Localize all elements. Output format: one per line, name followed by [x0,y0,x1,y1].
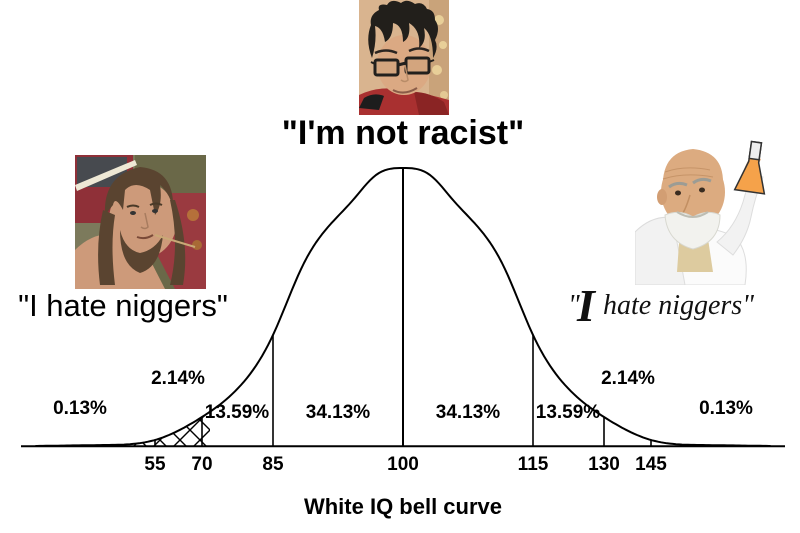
svg-text:34.13%: 34.13% [436,402,501,423]
svg-text:145: 145 [635,454,667,475]
svg-text:55: 55 [144,454,166,475]
svg-text:34.13%: 34.13% [306,402,371,423]
svg-text:hate niggers": hate niggers" [603,290,754,321]
svg-text:I: I [576,280,597,331]
svg-text:85: 85 [262,454,284,475]
svg-text:0.13%: 0.13% [699,398,753,419]
svg-text:2.14%: 2.14% [601,368,655,389]
svg-text:White IQ bell curve: White IQ bell curve [304,494,502,519]
svg-text:13.59%: 13.59% [536,402,601,423]
svg-text:13.59%: 13.59% [205,402,270,423]
svg-text:130: 130 [588,454,620,475]
svg-text:2.14%: 2.14% [151,368,205,389]
svg-text:100: 100 [387,454,419,475]
svg-text:70: 70 [191,454,212,475]
svg-text:"I hate niggers": "I hate niggers" [18,288,228,323]
svg-text:0.13%: 0.13% [53,398,107,419]
svg-text:"I'm not racist": "I'm not racist" [282,114,524,152]
svg-text:115: 115 [518,454,549,475]
